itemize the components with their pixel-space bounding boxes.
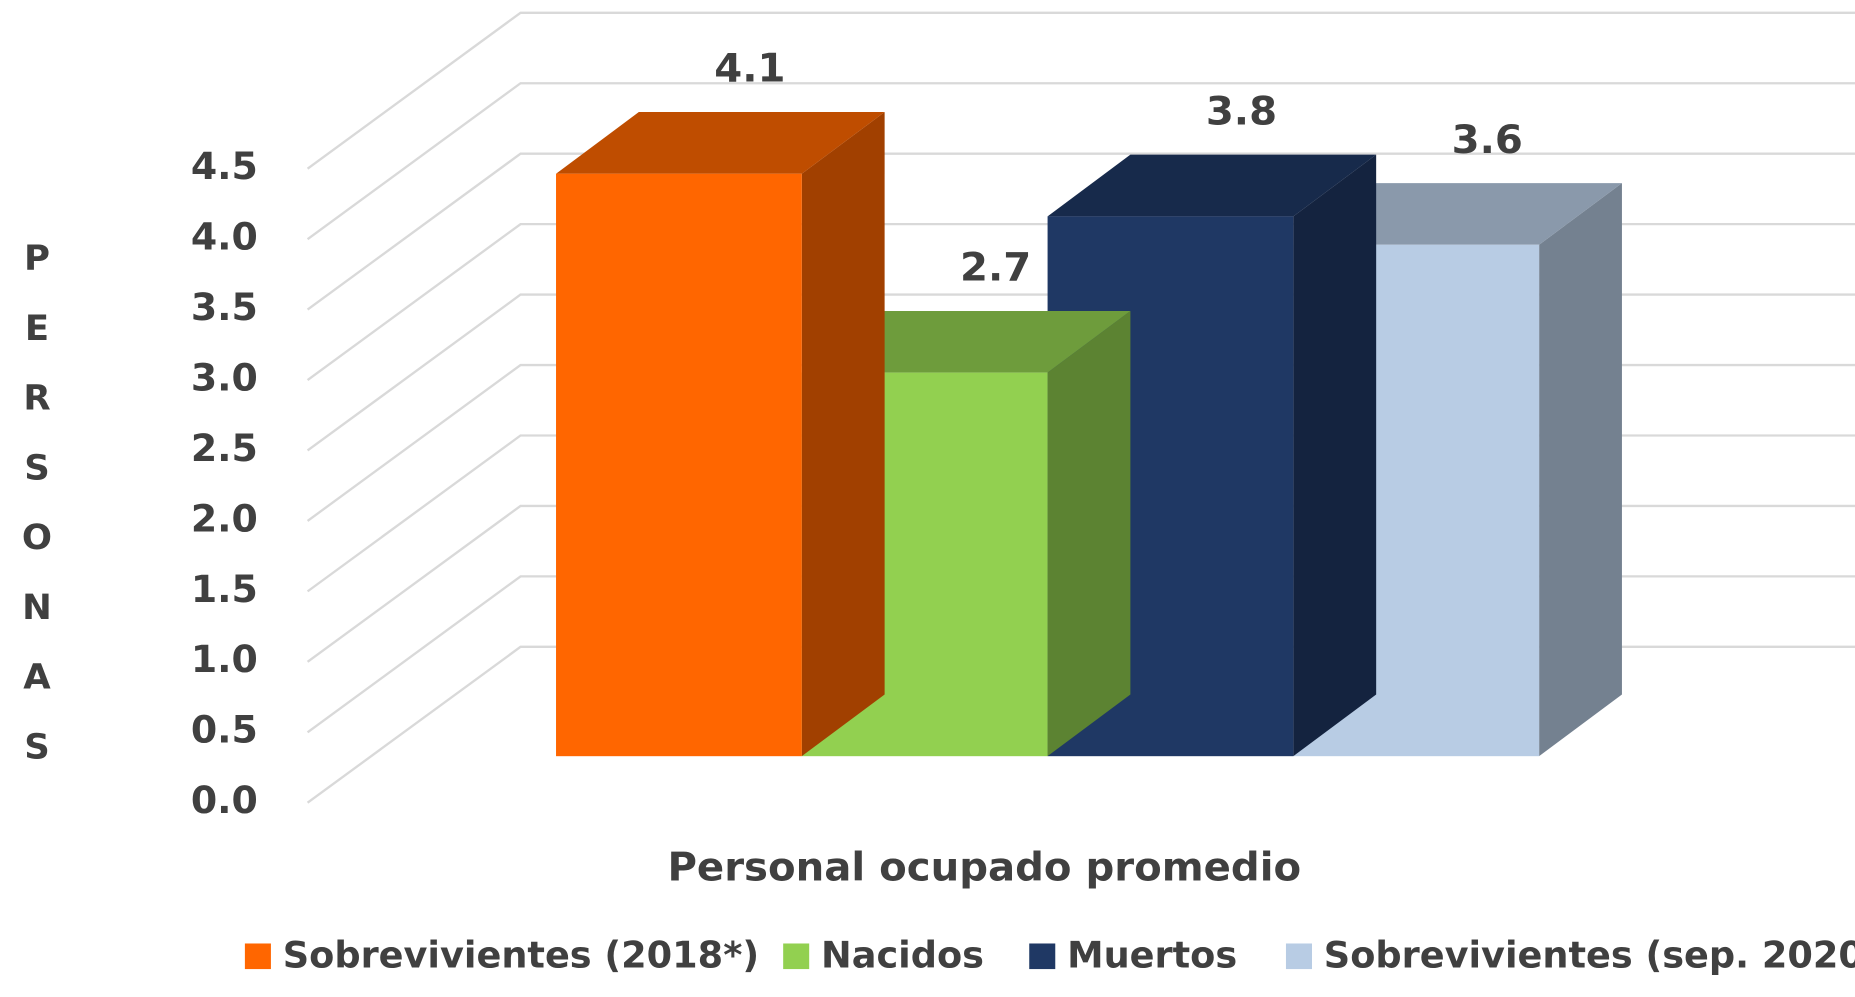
legend-label: Sobrevivientes (sep. 2020): [1324, 934, 1855, 977]
y-axis-title: PERSONAS: [16, 238, 57, 796]
grid-line: [306, 152, 1855, 311]
y-tick-label: 3.0: [191, 356, 258, 400]
legend-swatch: [1285, 943, 1312, 970]
y-tick-label: 4.5: [191, 144, 258, 188]
legend-label: Nacidos: [821, 934, 984, 977]
x-tick-label: Personal ocupado promedio: [667, 845, 1301, 891]
legend-label: Sobrevivientes (2018*): [283, 934, 759, 977]
y-tick-label: 0.0: [191, 778, 258, 822]
data-label: 3.6: [1452, 117, 1523, 163]
grid-line: [306, 82, 1855, 241]
bar-front: [556, 173, 802, 757]
bar-side: [801, 112, 885, 757]
bar-side: [1047, 310, 1131, 757]
y-tick-label: 1.5: [191, 567, 258, 611]
bar-side: [1293, 154, 1377, 757]
legend-swatch: [783, 943, 810, 970]
y-tick-label: 2.0: [191, 497, 258, 541]
legend-swatch: [244, 943, 271, 970]
bar-side: [1539, 183, 1622, 757]
y-tick-label: 0.5: [191, 708, 258, 752]
y-tick-label: 1.0: [191, 638, 258, 682]
legend-label: Muertos: [1067, 934, 1237, 977]
y-tick-label: 3.5: [191, 285, 258, 329]
y-tick-label: 4.0: [191, 215, 258, 259]
bar: [556, 112, 885, 757]
legend-swatch: [1029, 943, 1056, 970]
bar-top: [1047, 154, 1377, 217]
data-label: 4.1: [714, 46, 785, 92]
y-tick-label: 2.5: [191, 426, 258, 470]
grid-line: [306, 11, 1855, 170]
data-label: 2.7: [960, 245, 1031, 291]
data-label: 3.8: [1206, 89, 1277, 135]
bar-top: [556, 112, 885, 174]
